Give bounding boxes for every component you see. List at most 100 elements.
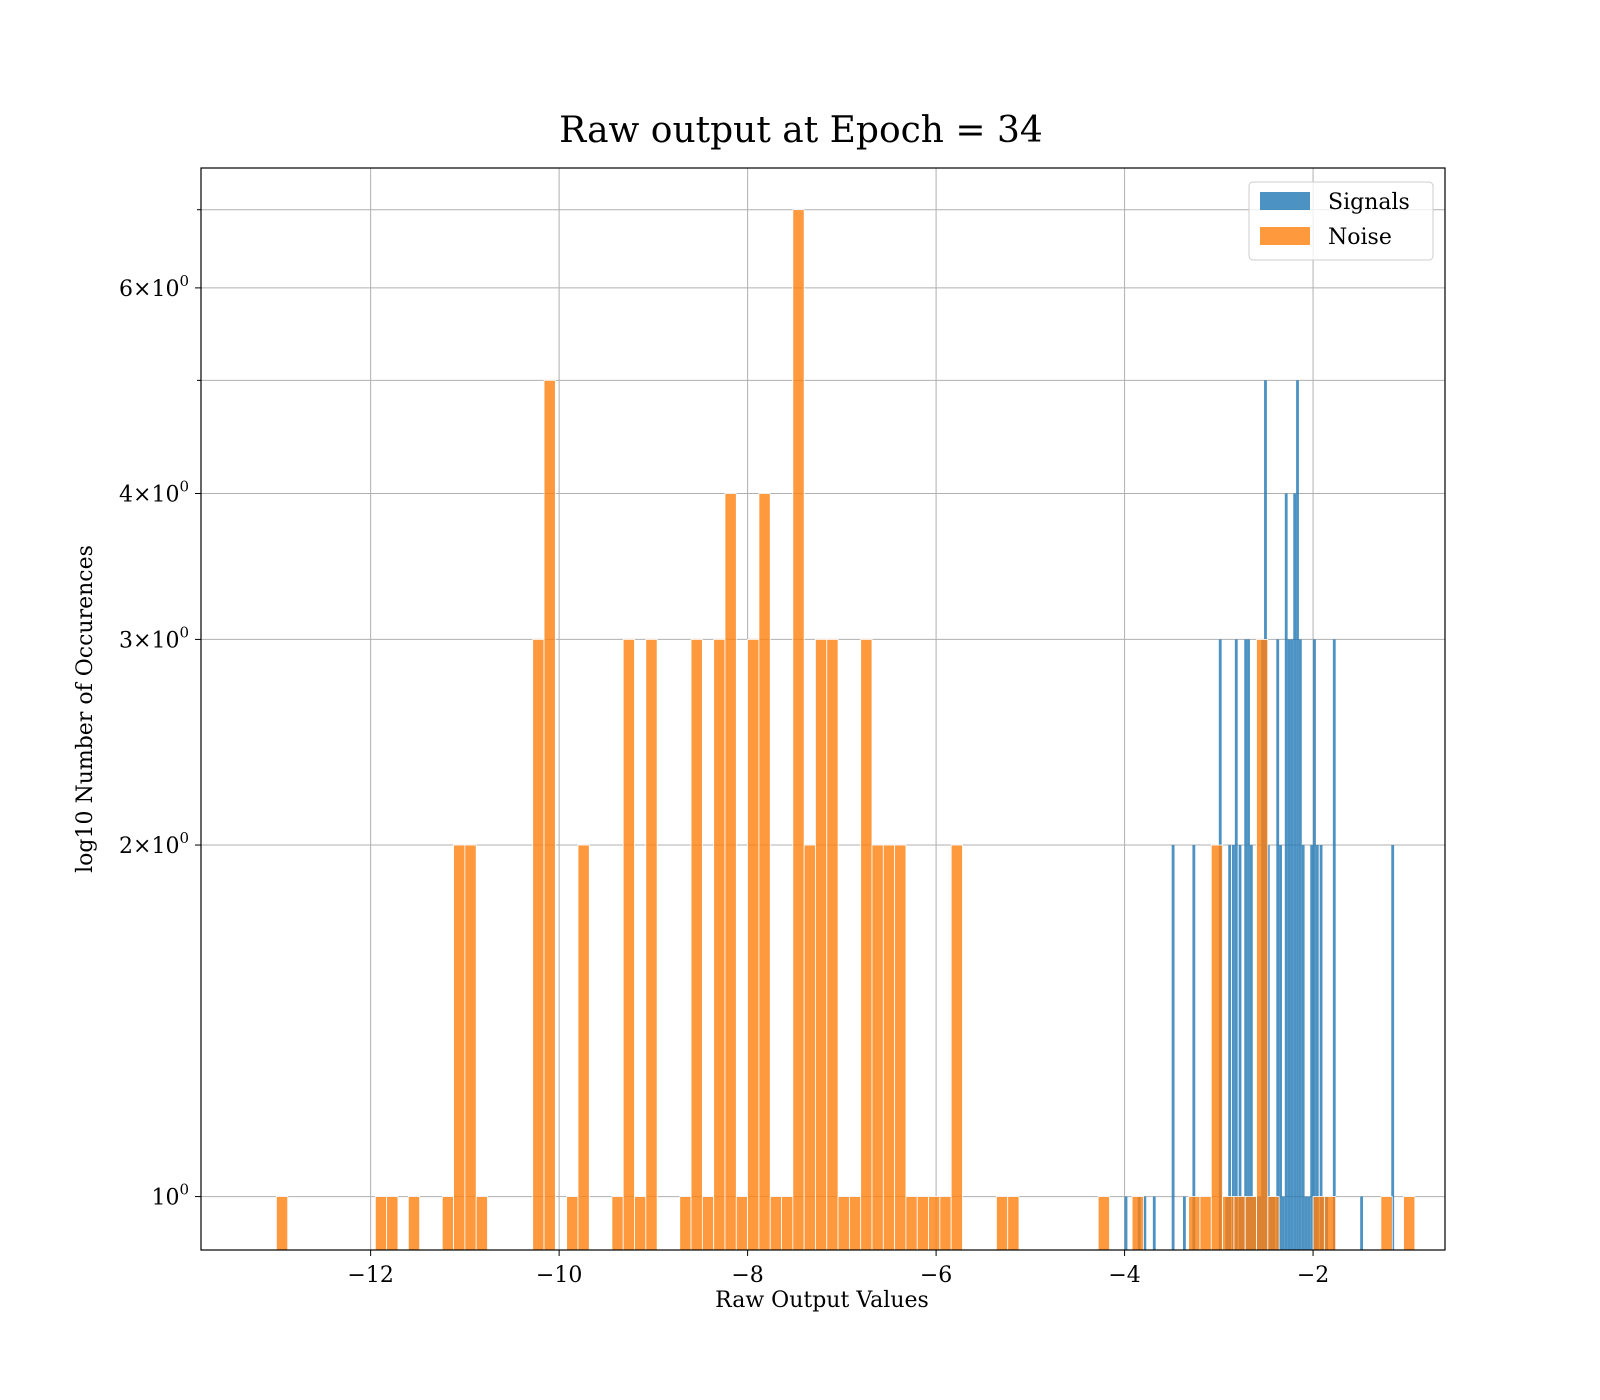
histogram-bar	[1380, 1196, 1393, 1251]
chart-title: Raw output at Epoch = 34	[559, 110, 1043, 151]
y-tick-label: 6×100	[119, 272, 189, 302]
histogram-bar	[781, 1196, 794, 1251]
histogram-bar	[1097, 1196, 1110, 1251]
histogram-bar	[407, 1196, 421, 1251]
histogram-bar	[679, 1196, 692, 1251]
histogram-bar	[848, 1196, 862, 1251]
histogram-bar	[792, 209, 805, 1251]
histogram-bar	[1323, 1196, 1337, 1251]
histogram-bar	[1293, 493, 1297, 1250]
legend-swatch-signals	[1260, 192, 1310, 210]
histogram-bar	[1313, 639, 1316, 1250]
histogram-bar	[724, 493, 737, 1251]
histogram-bar	[1304, 1196, 1308, 1250]
histogram-bar	[1244, 639, 1248, 1250]
histogram-bar	[1284, 493, 1288, 1250]
histogram-bar	[871, 844, 884, 1251]
histogram-bar	[1266, 845, 1270, 1250]
histogram-bar	[1210, 844, 1223, 1251]
histogram-bar	[611, 1196, 624, 1251]
histogram-bar	[1256, 639, 1269, 1251]
histogram-bar	[1131, 1196, 1144, 1251]
histogram-bar	[996, 1196, 1009, 1251]
histogram-bar	[1183, 1196, 1186, 1250]
histogram-bar	[905, 1196, 918, 1251]
histogram-bar	[1307, 1196, 1311, 1250]
x-axis-label: Raw Output Values	[715, 1288, 929, 1313]
histogram-bar	[735, 1196, 749, 1251]
histogram-bar	[1228, 845, 1232, 1250]
legend-swatch-noise	[1260, 227, 1310, 245]
histogram-bar	[1403, 1196, 1416, 1251]
histogram-bar	[815, 639, 828, 1251]
histogram-bar	[532, 639, 545, 1251]
histogram-bar	[1238, 845, 1242, 1250]
histogram-bar	[1249, 845, 1253, 1250]
histogram-bar	[758, 493, 771, 1251]
legend-label-noise: Noise	[1328, 225, 1392, 250]
y-axis-ticks: 100 2×100 3×100 4×100 6×100	[119, 209, 201, 1211]
x-tick-label: −10	[536, 1263, 582, 1288]
y-tick-label: 100	[151, 1181, 189, 1211]
histogram-bar	[1007, 1196, 1020, 1251]
histogram-bar	[1143, 1196, 1147, 1250]
y-tick-label: 2×100	[119, 829, 189, 859]
histogram-bar	[769, 1196, 782, 1251]
histogram-bar	[386, 1196, 399, 1251]
histogram-bar	[577, 844, 590, 1251]
histogram-bar	[894, 844, 907, 1251]
histogram-bar	[690, 639, 703, 1251]
histogram-bar	[1360, 1196, 1364, 1250]
x-tick-label: −4	[1108, 1263, 1140, 1288]
histogram-bar	[837, 1196, 850, 1251]
histogram-bar	[645, 639, 658, 1251]
noise-bars	[275, 209, 1416, 1251]
histogram-bar	[713, 639, 726, 1251]
histogram-bar	[928, 1196, 941, 1251]
histogram-bar	[1222, 1196, 1235, 1251]
histogram-bar	[1287, 639, 1291, 1250]
histogram-bar	[1319, 845, 1323, 1250]
histogram-bar	[1276, 639, 1280, 1250]
y-tick-label: 4×100	[119, 478, 189, 508]
histogram-bar	[882, 844, 896, 1251]
x-tick-label: −12	[347, 1263, 393, 1288]
histogram-bar	[1279, 845, 1282, 1250]
histogram-bar	[275, 1196, 289, 1251]
histogram-bar	[1391, 845, 1395, 1250]
histogram-bar	[1152, 1196, 1156, 1250]
histogram-bar	[1124, 1196, 1128, 1250]
histogram-bar	[1244, 1196, 1257, 1251]
histogram-bar	[1233, 1196, 1246, 1251]
histogram-bar	[475, 1196, 488, 1251]
histogram-bar	[1298, 639, 1302, 1250]
x-axis-ticks: −12 −10 −8 −6 −4 −2	[347, 1250, 1329, 1288]
histogram-bar	[916, 1196, 929, 1251]
plot-frame	[200, 167, 1446, 1251]
legend-label-signals: Signals	[1328, 190, 1410, 215]
histogram-bar	[622, 639, 635, 1251]
histogram-bar	[1267, 1196, 1280, 1251]
histogram-bar	[1315, 845, 1319, 1250]
histogram-bar	[860, 639, 873, 1251]
histogram-bar	[939, 1196, 952, 1251]
histogram-bar	[1199, 1196, 1212, 1251]
x-tick-label: −8	[731, 1263, 763, 1288]
histogram-bar	[1312, 1196, 1325, 1251]
histogram-bar	[747, 639, 760, 1251]
histogram-bar	[1332, 639, 1336, 1250]
y-tick-label: 3×100	[119, 623, 189, 653]
x-tick-label: −2	[1297, 1263, 1329, 1288]
histogram-bar	[453, 844, 466, 1251]
histogram-bar	[464, 844, 477, 1251]
histogram-bar	[1281, 1196, 1285, 1250]
histogram-bar	[1232, 845, 1235, 1250]
histogram-bar	[1247, 639, 1250, 1250]
histogram-bar	[543, 379, 556, 1251]
histogram-bar	[634, 1196, 647, 1251]
histogram-bar	[826, 639, 839, 1251]
histogram-bar	[803, 844, 816, 1251]
histogram-bar	[1301, 845, 1305, 1250]
histogram-bar	[374, 1196, 388, 1251]
